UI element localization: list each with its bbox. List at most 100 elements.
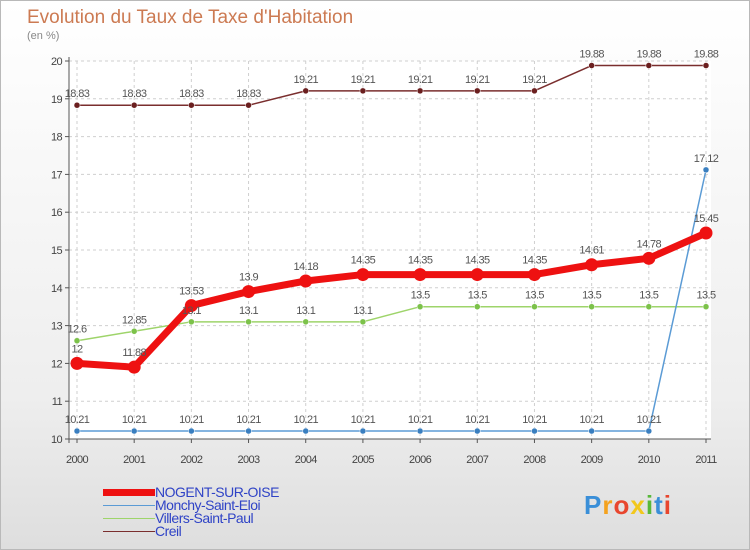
data-point-nogent-sur-oise [242, 285, 256, 299]
x-tick-label: 2010 [638, 454, 661, 466]
y-tick-label: 19 [51, 94, 63, 106]
data-point-nogent-sur-oise [70, 356, 84, 370]
data-label-creil: 19.88 [694, 49, 719, 61]
data-point-monchy-saint-eloi [73, 427, 81, 435]
logo-letter: r [602, 490, 614, 520]
data-point-villers-saint-paul [302, 318, 309, 326]
data-point-nogent-sur-oise [642, 251, 656, 265]
data-point-nogent-sur-oise [356, 268, 370, 282]
data-label-nogent-sur-oise: 13.53 [179, 286, 204, 298]
data-point-monchy-saint-eloi [531, 427, 538, 435]
logo-letter: i [645, 490, 655, 520]
data-point-villers-saint-paul [359, 318, 367, 326]
data-label-nogent-sur-oise: 14.35 [351, 255, 376, 267]
data-label-monchy-saint-eloi: 10.21 [293, 414, 318, 426]
data-point-monchy-saint-eloi [588, 427, 595, 435]
x-tick-label: 2000 [66, 454, 89, 466]
data-point-creil [73, 101, 81, 109]
data-label-monchy-saint-eloi: 10.21 [579, 414, 604, 426]
x-tick-label: 2004 [295, 454, 318, 466]
data-label-villers-saint-paul: 13.5 [411, 290, 430, 302]
data-point-villers-saint-paul [474, 303, 481, 310]
data-label-monchy-saint-eloi: 10.21 [351, 414, 376, 426]
data-label-villers-saint-paul: 13.5 [582, 290, 601, 302]
chart-subtitle: (en %) [27, 30, 60, 42]
data-point-monchy-saint-eloi [188, 427, 195, 435]
data-point-nogent-sur-oise [413, 268, 427, 282]
data-point-monchy-saint-eloi [359, 427, 367, 435]
y-tick-label: 16 [51, 207, 63, 219]
data-label-monchy-saint-eloi: 10.21 [122, 414, 147, 426]
data-point-nogent-sur-oise [585, 258, 599, 272]
data-point-creil [130, 101, 138, 109]
data-label-villers-saint-paul: 13.1 [239, 305, 258, 317]
legend-label: Monchy-Saint-Eloi [155, 497, 261, 513]
data-point-villers-saint-paul [645, 303, 653, 310]
data-point-villers-saint-paul [531, 303, 538, 310]
logo-letter: x [630, 490, 646, 520]
data-point-monchy-saint-eloi [416, 427, 424, 435]
legend-swatch [103, 504, 155, 507]
logo-letter: P [584, 490, 603, 520]
data-point-creil [702, 62, 710, 69]
y-tick-label: 18 [51, 132, 63, 144]
data-label-monchy-saint-eloi: 10.21 [637, 414, 662, 426]
data-label-monchy-saint-eloi: 10.21 [179, 414, 204, 426]
data-label-nogent-sur-oise: 13.9 [239, 272, 258, 284]
data-point-monchy-saint-eloi [245, 427, 252, 435]
data-label-monchy-saint-eloi: 10.21 [465, 414, 490, 426]
legend-label: NOGENT-SUR-OISE [155, 484, 279, 500]
chart-title: Evolution du Taux de Taxe d'Habitation [27, 7, 354, 28]
data-label-creil: 19.21 [293, 74, 318, 86]
series-line-creil [76, 64, 707, 106]
data-point-creil [474, 87, 481, 95]
data-point-creil [245, 101, 252, 109]
data-point-monchy-saint-eloi [474, 427, 481, 435]
legend-label: Creil [155, 523, 182, 539]
data-label-creil: 18.83 [179, 88, 204, 100]
data-label-monchy-saint-eloi: 10.21 [236, 414, 261, 426]
data-point-nogent-sur-oise [470, 268, 484, 282]
data-label-creil: 19.21 [465, 74, 490, 86]
data-point-villers-saint-paul [130, 328, 138, 335]
data-label-villers-saint-paul: 13.1 [182, 305, 201, 317]
x-tick-label: 2005 [352, 454, 375, 466]
data-point-monchy-saint-eloi [645, 427, 653, 435]
legend-swatch [103, 517, 155, 520]
y-tick-label: 12 [51, 358, 63, 370]
data-label-creil: 19.21 [408, 74, 433, 86]
legend-label: Villers-Saint-Paul [155, 510, 254, 526]
data-point-villers-saint-paul [245, 318, 252, 326]
data-point-creil [188, 101, 195, 109]
data-label-nogent-sur-oise: 14.35 [522, 255, 547, 267]
data-label-villers-saint-paul: 13.5 [696, 290, 715, 302]
y-tick-label: 14 [51, 283, 63, 295]
x-tick-label: 2007 [466, 454, 489, 466]
x-tick-label: 2001 [123, 454, 146, 466]
data-point-villers-saint-paul [73, 337, 81, 344]
legend-swatch [103, 530, 155, 533]
legend-swatch [103, 489, 155, 496]
data-label-nogent-sur-oise: 14.18 [293, 261, 318, 273]
x-tick-label: 2008 [523, 454, 546, 466]
data-label-monchy-saint-eloi: 10.21 [408, 414, 433, 426]
logo-letter: i [663, 490, 672, 520]
data-point-monchy-saint-eloi [702, 166, 710, 174]
data-label-creil: 18.83 [236, 88, 261, 100]
data-label-villers-saint-paul: 13.5 [525, 290, 544, 302]
data-label-nogent-sur-oise: 12 [71, 343, 83, 355]
data-label-villers-saint-paul: 13.1 [296, 305, 315, 317]
data-label-creil: 19.88 [637, 49, 662, 61]
y-tick-label: 20 [51, 56, 63, 68]
data-label-villers-saint-paul: 12.6 [67, 324, 86, 336]
data-label-creil: 19.21 [522, 74, 547, 86]
y-tick-label: 17 [51, 169, 63, 181]
data-label-creil: 19.21 [351, 74, 376, 86]
data-label-villers-saint-paul: 13.5 [639, 290, 658, 302]
data-label-nogent-sur-oise: 14.35 [465, 255, 490, 267]
data-label-monchy-saint-eloi: 10.21 [65, 414, 90, 426]
data-label-nogent-sur-oise: 14.78 [637, 238, 662, 250]
data-point-villers-saint-paul [416, 303, 424, 310]
